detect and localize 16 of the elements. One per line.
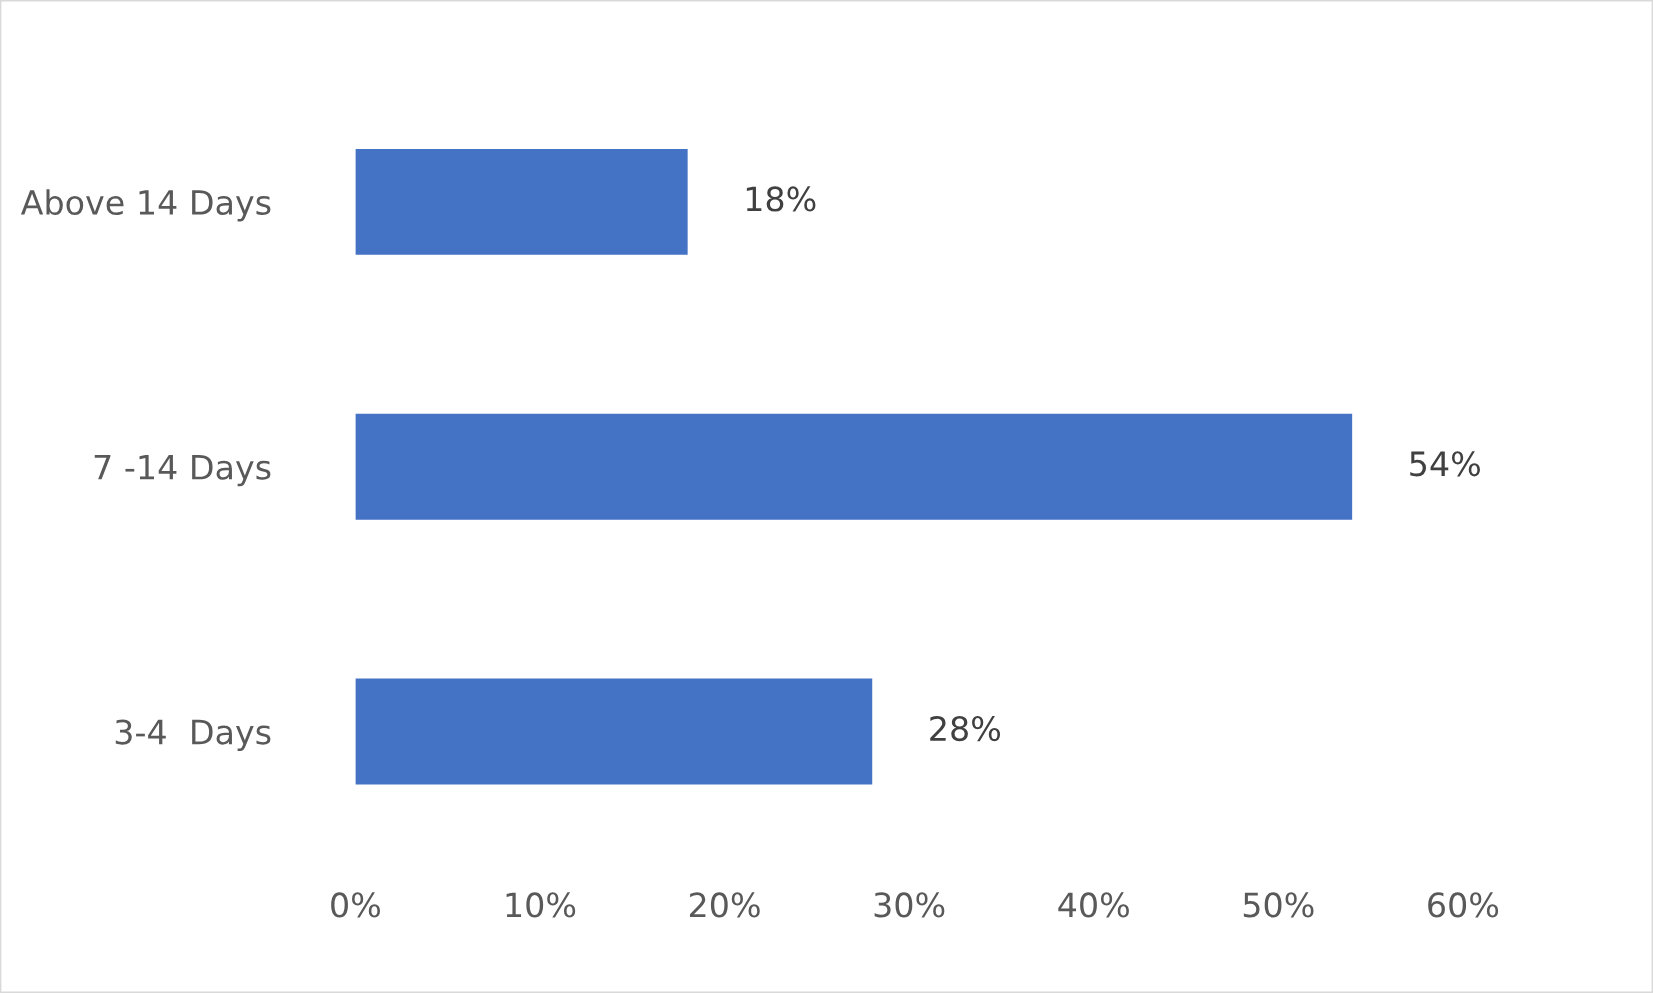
bar [355,148,688,255]
bar [355,413,1353,520]
bar [355,678,873,785]
data-label: 28% [930,715,1001,742]
y-tick-label: Above 14 Days [20,189,271,222]
x-tick-label: 60% [1428,892,1499,918]
x-tick-label: 0% [331,892,380,918]
x-tick-label: 40% [1058,892,1129,918]
x-tick-label: 20% [689,892,760,918]
data-label: 18% [746,186,816,212]
y-tick-label: 7 -14 Days [94,455,271,487]
x-tick-label: 30% [874,892,945,918]
x-tick-label: 50% [1243,892,1314,918]
data-label: 54% [1410,451,1480,477]
x-tick-label: 10% [506,892,576,918]
y-tick-label: 3-4 Days [115,719,271,752]
